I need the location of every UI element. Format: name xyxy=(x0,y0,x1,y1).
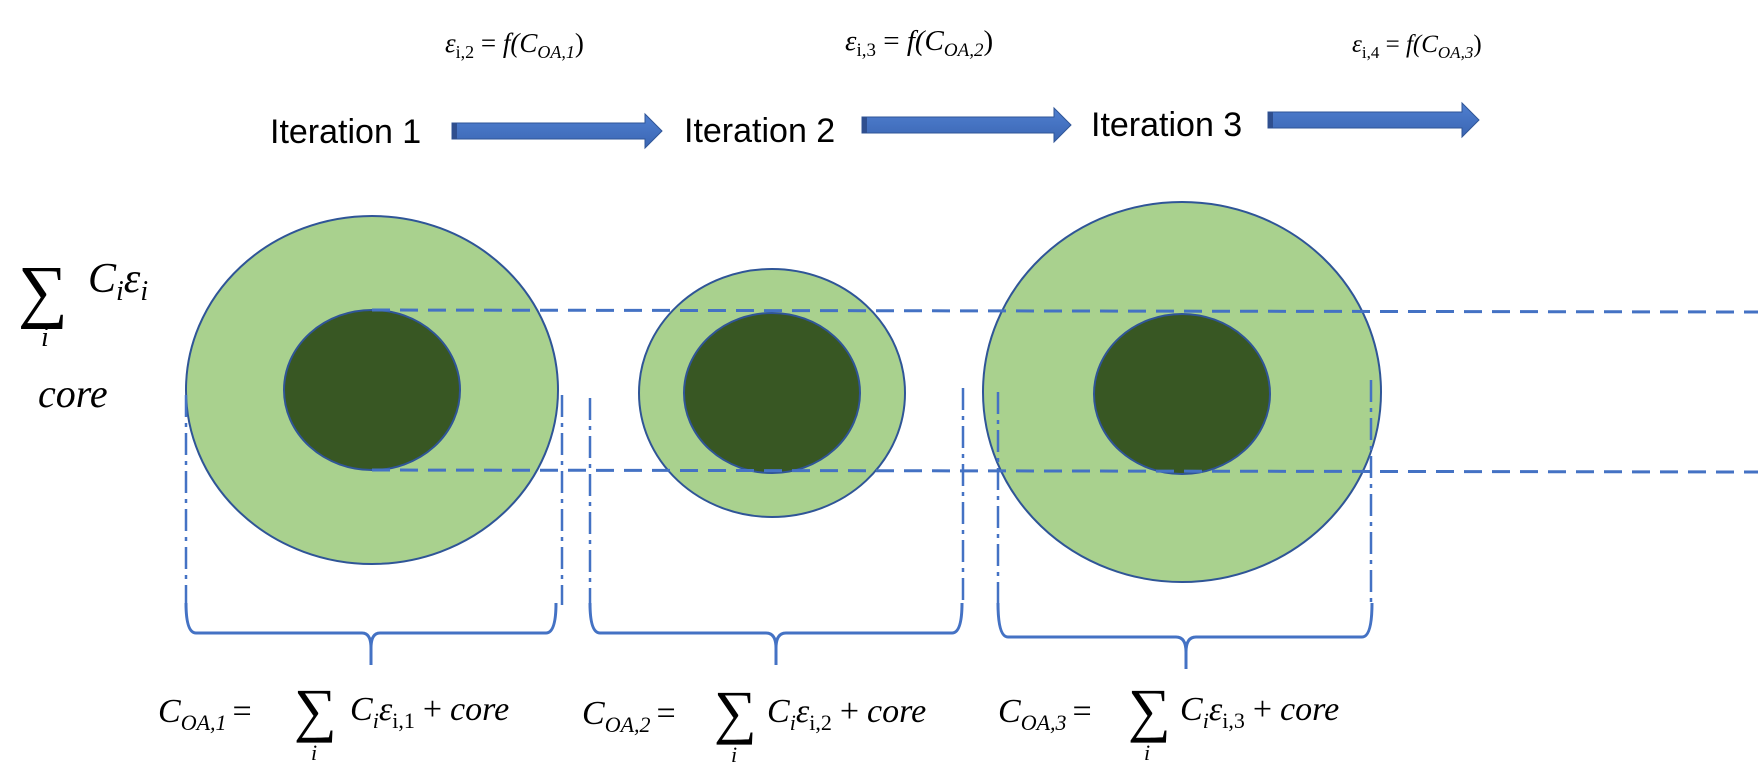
svg-text:COA,2=: COA,2 = xyxy=(582,695,676,737)
core-circle-1 xyxy=(283,309,461,471)
braces xyxy=(184,602,1374,669)
svg-text:COA,3=: COA,3 = xyxy=(998,693,1092,735)
epsilon-equation-3: εi,4 = f(COA,3) xyxy=(1352,31,1482,62)
formula-2: COA,2 = ∑ i Ciεi,2 + core xyxy=(582,679,926,767)
svg-text:i: i xyxy=(1144,740,1150,765)
formula-3: COA,3 = ∑ i Ciεi,3 + core xyxy=(998,677,1339,765)
core-bottom-guide xyxy=(371,468,1758,474)
legend-sum-index: i xyxy=(41,322,49,353)
arrow-2 xyxy=(861,106,1072,144)
core-circle-3 xyxy=(1093,313,1271,475)
svg-text:i: i xyxy=(311,740,317,765)
iteration-1-label: Iteration 1 xyxy=(270,113,421,151)
brace-1 xyxy=(184,602,558,665)
svg-text:∑: ∑ xyxy=(294,677,337,743)
iteration-3-label: Iteration 3 xyxy=(1091,106,1242,144)
brace-3 xyxy=(996,602,1374,669)
legend-sum-symbol: ∑ xyxy=(18,253,68,330)
core-guide-lines xyxy=(371,308,1758,474)
arrow-3 xyxy=(1267,101,1480,139)
svg-text:Ciεi,1+core: Ciεi,1 + core xyxy=(350,691,509,733)
svg-text:COA,1=: COA,1 = xyxy=(158,693,252,735)
brace-2 xyxy=(588,602,964,665)
width-guide-lines xyxy=(184,380,1373,605)
epsilon-equation-2: εi,3 = f(COA,2) xyxy=(845,25,993,61)
svg-text:∑: ∑ xyxy=(1128,677,1171,743)
svg-text:Ciεi,2+core: Ciεi,2 + core xyxy=(767,693,926,735)
legend-core-label: core xyxy=(38,371,108,416)
core-top-guide xyxy=(371,308,1758,314)
svg-text:Ciεi,3+core: Ciεi,3 + core xyxy=(1180,691,1339,733)
legend-sum-term: Ciεi xyxy=(88,256,148,307)
core-circle-2 xyxy=(683,312,861,474)
epsilon-equation-1: εi,2 = f(COA,1) xyxy=(445,28,584,62)
formula-1: COA,1 = ∑ i Ciεi,1 + core xyxy=(158,677,509,765)
iteration-2-label: Iteration 2 xyxy=(684,112,835,150)
arrow-1 xyxy=(451,112,663,150)
svg-text:i: i xyxy=(731,742,737,767)
svg-text:∑: ∑ xyxy=(714,679,757,745)
